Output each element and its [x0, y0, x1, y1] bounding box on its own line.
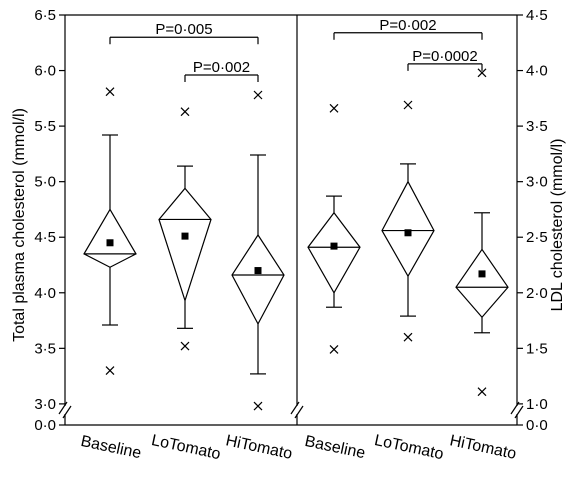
confidence-diamond: [83, 208, 137, 268]
outlier-high-marker: [403, 100, 413, 110]
mean-marker: [254, 267, 262, 275]
mean-marker: [106, 239, 114, 247]
p-value-label: P=0·0002: [412, 48, 477, 65]
outlier-stroke: [105, 366, 115, 375]
p-value-label: P=0·002: [379, 17, 436, 34]
outlier-stroke: [477, 68, 487, 78]
diamond-box: [381, 100, 435, 342]
y-tick-label: 4·0: [526, 63, 548, 80]
outlier-stroke: [403, 100, 413, 110]
axis-break-gap: [58, 406, 72, 414]
axis-break-stroke: [514, 405, 524, 419]
axis-break-stroke: [290, 401, 300, 415]
outlier-high-marker: [105, 87, 115, 97]
mean-marker: [330, 242, 338, 250]
x-category-label: Baseline: [79, 433, 143, 462]
x-category-label: Baseline: [303, 433, 367, 462]
mean-marker: [404, 229, 412, 237]
y-tick-label-zero: 0·0: [34, 417, 56, 434]
data-marks: P=0·005 P=0·002 P=0·002 P=0·0002: [83, 17, 509, 411]
p-value-label: P=0·005: [155, 21, 212, 38]
axis-break-stroke: [58, 401, 68, 415]
outlier-low-marker: [105, 366, 115, 375]
y-tick-label: 3·0: [526, 174, 548, 191]
x-category-label: HiTomato: [224, 432, 294, 463]
y-axis-label-left: Total plasma cholesterol (mmol/l): [11, 108, 28, 342]
significance-bracket: P=0·002: [184, 59, 259, 82]
outlier-low-marker: [180, 341, 190, 351]
outlier-low-marker: [329, 345, 339, 354]
axis-break-gap: [290, 406, 304, 414]
x-category-label: LoTomato: [373, 432, 445, 463]
outlier-stroke: [477, 387, 487, 397]
significance-bracket: P=0·005: [109, 21, 259, 45]
axis-break-stroke: [62, 405, 72, 419]
confidence-diamond: [455, 248, 509, 319]
confidence-diamond: [381, 180, 435, 278]
outlier-low-marker: [403, 332, 413, 342]
axis-labels: Total plasma cholesterol (mmol/l) LDL ch…: [11, 108, 566, 342]
outlier-high-marker: [253, 90, 263, 100]
outlier-stroke: [329, 345, 339, 354]
plot-frame: [58, 14, 524, 426]
outlier-stroke: [253, 401, 263, 411]
outlier-stroke: [329, 103, 339, 113]
y-tick-label: 6·0: [34, 63, 56, 80]
y-tick-label: 1·0: [526, 396, 548, 413]
confidence-diamond: [231, 233, 285, 326]
mean-marker: [181, 232, 189, 240]
outlier-stroke: [403, 332, 413, 342]
axis-break-stroke: [294, 405, 304, 419]
axis-break-left: [58, 401, 72, 419]
y-tick-label: 4·0: [34, 285, 56, 302]
outlier-high-marker: [477, 68, 487, 78]
outlier-low-marker: [477, 387, 487, 397]
outlier-high-marker: [180, 107, 190, 117]
x-category-label: HiTomato: [448, 432, 518, 463]
y-tick-label: 3·0: [34, 396, 56, 413]
y-tick-label: 3·5: [526, 118, 548, 135]
y-tick-label: 3·5: [34, 340, 56, 357]
mean-marker: [478, 270, 486, 278]
confidence-diamond: [307, 211, 361, 294]
outlier-high-marker: [329, 103, 339, 113]
outlier-stroke: [180, 341, 190, 351]
axis-break-gap: [510, 406, 524, 414]
significance-bracket: P=0·0002: [407, 48, 483, 71]
diamond-box: [455, 68, 509, 397]
x-category-label: LoTomato: [150, 432, 222, 463]
y-tick-label-zero: 0·0: [526, 417, 548, 434]
diamond-box: [158, 107, 212, 351]
p-value-label: P=0·002: [193, 59, 250, 76]
outlier-low-marker: [253, 401, 263, 411]
y-tick-label: 4·5: [526, 7, 548, 24]
outlier-stroke: [180, 107, 190, 117]
confidence-diamond: [158, 187, 212, 303]
outlier-stroke: [253, 90, 263, 100]
y-tick-label: 2·5: [526, 229, 548, 246]
y-tick-label: 5·0: [34, 174, 56, 191]
y-tick-label: 2·0: [526, 285, 548, 302]
y-tick-label: 4·5: [34, 229, 56, 246]
outlier-stroke: [105, 87, 115, 97]
significance-bracket: P=0·002: [333, 17, 483, 40]
y-tick-label: 1·5: [526, 340, 548, 357]
y-axis-label-right: LDL cholesterol (mmol/l): [549, 139, 566, 312]
y-tick-label: 5·5: [34, 118, 56, 135]
diamond-box: [231, 90, 285, 411]
diamond-box: [307, 103, 361, 354]
y-tick-label: 6·5: [34, 7, 56, 24]
axis-break-middle: [290, 401, 304, 419]
diamond-box: [83, 87, 137, 375]
